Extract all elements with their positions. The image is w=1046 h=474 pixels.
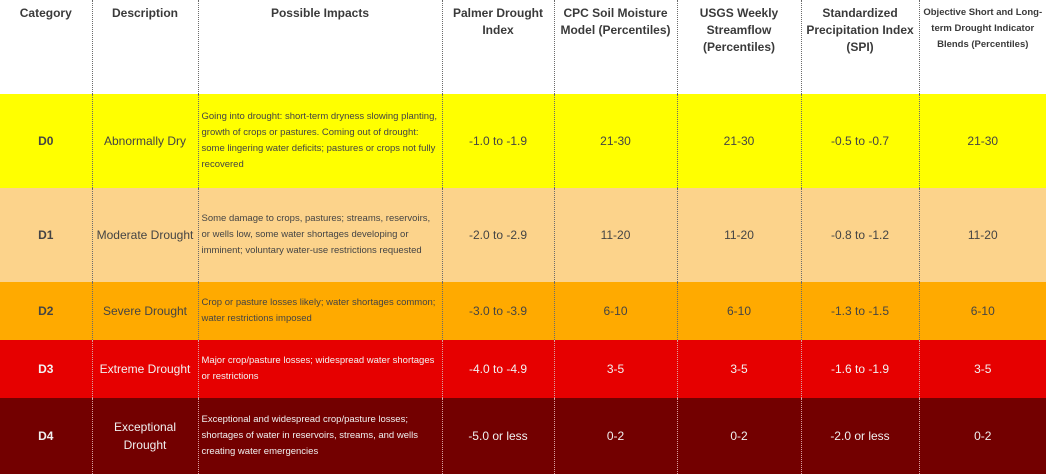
palmer-cell: -1.0 to -1.9 [441,94,554,188]
usgs-cell: 0-2 [676,398,801,474]
usgs-cell: 6-10 [676,282,801,340]
category-cell: D3 [0,340,92,398]
header-usgs-streamflow: USGS Weekly Streamflow (Percentiles) [676,0,801,94]
usgs-cell: 21-30 [676,94,801,188]
table-row-d4: D4 Exceptional Drought Exceptional and w… [0,398,1046,474]
impacts-cell: Going into drought: short-term dryness s… [197,94,442,188]
cpc-cell: 21-30 [553,94,677,188]
description-cell: Exceptional Drought [91,398,198,474]
blends-cell: 6-10 [918,282,1046,340]
spi-cell: -0.8 to -1.2 [800,188,919,282]
description-cell: Abnormally Dry [91,94,198,188]
cpc-cell: 0-2 [553,398,677,474]
description-cell: Severe Drought [91,282,198,340]
palmer-cell: -3.0 to -3.9 [441,282,554,340]
cpc-cell: 6-10 [553,282,677,340]
header-indicator-blends: Objective Short and Long-term Drought In… [918,0,1046,94]
impacts-cell: Crop or pasture losses likely; water sho… [197,282,442,340]
usgs-cell: 11-20 [676,188,801,282]
usgs-cell: 3-5 [676,340,801,398]
category-cell: D0 [0,94,92,188]
cpc-cell: 3-5 [553,340,677,398]
cpc-cell: 11-20 [553,188,677,282]
header-spi: Standardized Precipitation Index (SPI) [800,0,919,94]
blends-cell: 0-2 [918,398,1046,474]
header-cpc-soil-moisture: CPC Soil Moisture Model (Percentiles) [553,0,677,94]
description-cell: Moderate Drought [91,188,198,282]
header-category: Category [0,0,92,94]
category-cell: D4 [0,398,92,474]
palmer-cell: -5.0 or less [441,398,554,474]
header-possible-impacts: Possible Impacts [197,0,442,94]
blends-cell: 21-30 [918,94,1046,188]
spi-cell: -0.5 to -0.7 [800,94,919,188]
blends-cell: 3-5 [918,340,1046,398]
category-cell: D2 [0,282,92,340]
spi-cell: -2.0 or less [800,398,919,474]
header-palmer-drought-index: Palmer Drought Index [441,0,554,94]
header-row: Category Description Possible Impacts Pa… [0,0,1046,94]
table-row-d3: D3 Extreme Drought Major crop/pasture lo… [0,340,1046,398]
spi-cell: -1.3 to -1.5 [800,282,919,340]
table-row-d0: D0 Abnormally Dry Going into drought: sh… [0,94,1046,188]
impacts-cell: Some damage to crops, pastures; streams,… [197,188,442,282]
spi-cell: -1.6 to -1.9 [800,340,919,398]
palmer-cell: -2.0 to -2.9 [441,188,554,282]
header-description: Description [91,0,198,94]
table-row-d1: D1 Moderate Drought Some damage to crops… [0,188,1046,282]
blends-cell: 11-20 [918,188,1046,282]
impacts-cell: Exceptional and widespread crop/pasture … [197,398,442,474]
category-cell: D1 [0,188,92,282]
table-row-d2: D2 Severe Drought Crop or pasture losses… [0,282,1046,340]
palmer-cell: -4.0 to -4.9 [441,340,554,398]
impacts-cell: Major crop/pasture losses; widespread wa… [197,340,442,398]
description-cell: Extreme Drought [91,340,198,398]
